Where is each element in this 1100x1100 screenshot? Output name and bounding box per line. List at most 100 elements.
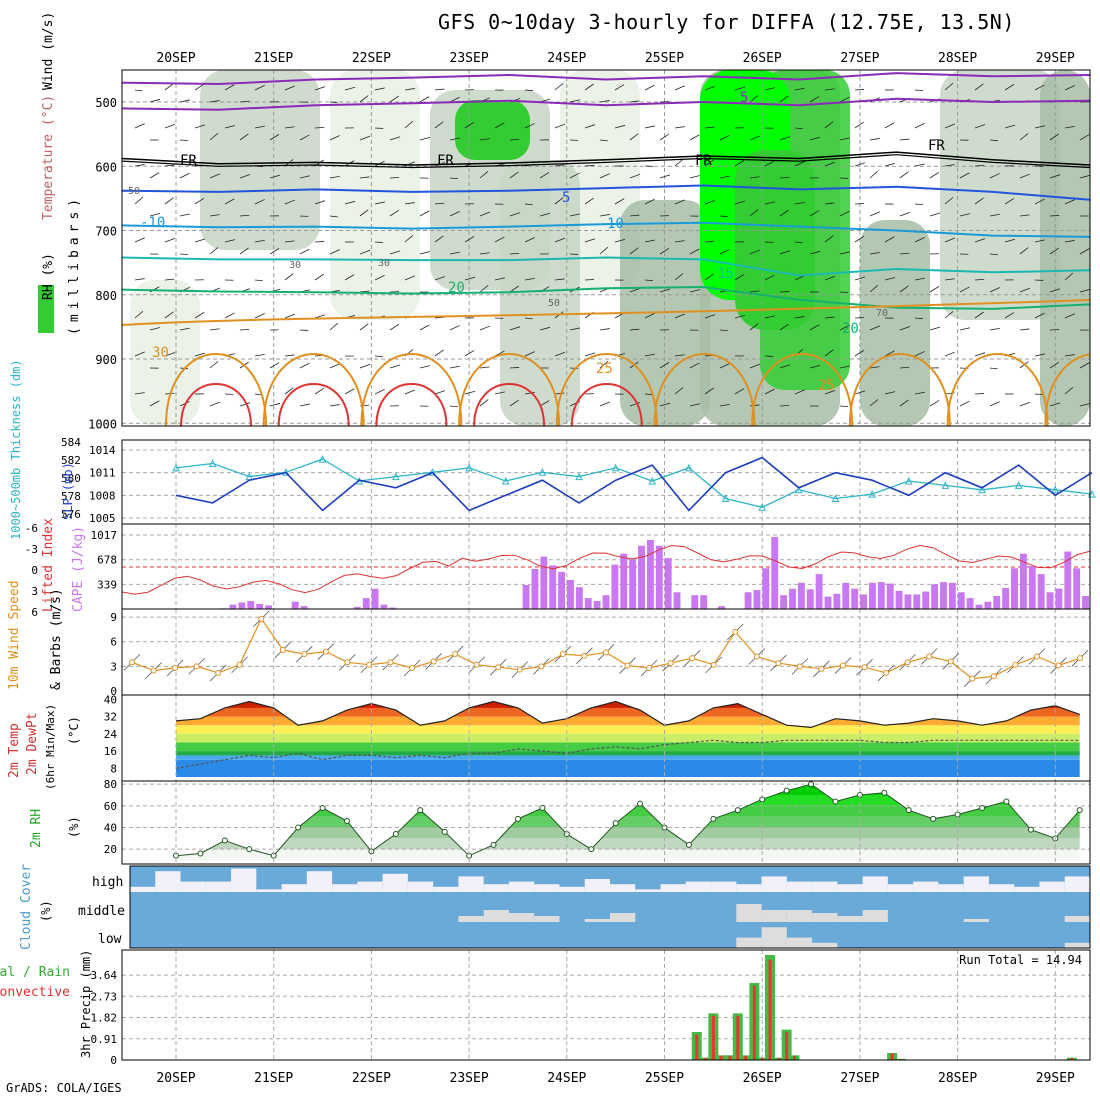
wind-barb <box>389 95 399 103</box>
rh2m-point <box>832 798 839 805</box>
thickness-point <box>868 490 876 498</box>
wind-barb <box>404 235 414 243</box>
cape-bar <box>993 595 1001 609</box>
wind-speed-point <box>452 651 459 658</box>
li-ylabel: Lifted Index <box>41 518 56 612</box>
wind-barb <box>1064 313 1075 319</box>
cloud-clear <box>1064 876 1091 892</box>
cloud-gap <box>862 910 889 922</box>
date-label-top: 24SEP <box>547 51 586 66</box>
cape-bar <box>584 598 592 609</box>
cloud-cell <box>534 922 560 948</box>
wind-barb <box>584 352 596 357</box>
rh2m-point <box>197 850 204 857</box>
rh2m-point <box>637 800 644 807</box>
wind-barb <box>689 248 700 255</box>
wind-barb <box>254 279 263 282</box>
wind-barb <box>209 247 219 255</box>
cloud-cell <box>256 922 283 948</box>
dewpt2m-line <box>175 739 1080 769</box>
wind-barb <box>794 241 803 244</box>
wind-barb <box>944 83 954 91</box>
wind-barb <box>959 286 970 293</box>
wind-barb <box>329 404 340 407</box>
wind-barb <box>629 402 641 407</box>
cape-bar <box>353 606 361 609</box>
wind-barb <box>1019 214 1030 217</box>
wind-barb <box>689 175 701 179</box>
wind-barb <box>854 121 864 129</box>
cape-bar <box>753 590 761 609</box>
temp-contour <box>751 353 854 426</box>
wind-barb <box>224 84 235 91</box>
wind-barb <box>509 367 520 369</box>
wind-barb <box>959 172 970 179</box>
wind-barb <box>974 238 986 243</box>
wind-tick: 0 <box>110 685 117 698</box>
cape-tick: 339 <box>97 578 117 591</box>
wind-barb <box>749 176 760 179</box>
wind-barb <box>449 325 460 331</box>
cloud-cell <box>988 892 1015 922</box>
wind-barb <box>944 164 955 167</box>
wind-speed-point <box>947 658 954 665</box>
wind-barb <box>794 316 805 319</box>
temp2m-tick: 16 <box>104 745 117 758</box>
temp-contour-label: FR <box>437 153 454 169</box>
wind-barb <box>989 173 1000 179</box>
wind-barb <box>959 213 971 217</box>
slp-axis-label: SLP (mb) <box>61 462 75 520</box>
wind-barb <box>479 138 490 141</box>
wind-barb <box>404 202 415 205</box>
wind-barb <box>614 84 625 91</box>
cloud-clear <box>610 884 636 892</box>
wind-barb <box>809 324 820 331</box>
cloud-cell <box>382 922 409 948</box>
rh2m-point <box>343 818 350 824</box>
wind-barb <box>134 89 143 92</box>
cloud-cell <box>685 922 712 948</box>
cloud-clear <box>913 881 939 892</box>
cloud-cell <box>1039 922 1066 948</box>
wind-barb <box>554 164 565 167</box>
precip-conv-bar <box>695 1034 699 1060</box>
slp-tick: 1005 <box>89 512 116 525</box>
wind-barb <box>974 352 986 357</box>
cape-tick: 678 <box>97 554 117 567</box>
wind-barb <box>284 85 295 91</box>
wind-barb <box>674 354 685 357</box>
wind-barb <box>209 328 220 331</box>
wind-barb <box>404 389 415 395</box>
wind-barb <box>929 212 941 217</box>
wind-barb <box>899 211 911 217</box>
wind-barb <box>734 314 746 319</box>
rh-axis-label: RH (%) <box>41 253 56 300</box>
wind-barb <box>149 172 160 179</box>
wind-barb <box>719 175 730 179</box>
thickness-axis-label: 1000~500mb Thickness (dm) <box>9 359 23 540</box>
temp2m-fill <box>175 700 1080 777</box>
wind-barb <box>719 249 730 255</box>
rh-shading <box>940 70 1060 320</box>
temp-contour-label: FR <box>928 138 945 154</box>
rh2m-point <box>295 824 302 831</box>
cloud-cell <box>357 892 384 922</box>
rh-band <box>176 827 1080 839</box>
cloud-clear <box>963 876 990 892</box>
rh2m-point <box>734 807 741 814</box>
thickness-point <box>721 494 730 502</box>
date-label-bottom: 27SEP <box>840 1071 879 1086</box>
wind-barb <box>539 400 550 407</box>
wind-barb <box>749 95 759 103</box>
temp-contour <box>180 383 252 426</box>
wind-barb <box>914 89 924 91</box>
temp-contour <box>262 353 365 426</box>
wind-barb <box>524 317 533 320</box>
wind-barb <box>704 200 716 205</box>
temp-contour <box>360 353 463 426</box>
wind-barb <box>929 400 940 407</box>
wind-barb <box>269 248 280 255</box>
wind-speed-point <box>990 673 997 680</box>
wind-barb <box>839 324 850 331</box>
rh2m-point <box>685 841 692 848</box>
